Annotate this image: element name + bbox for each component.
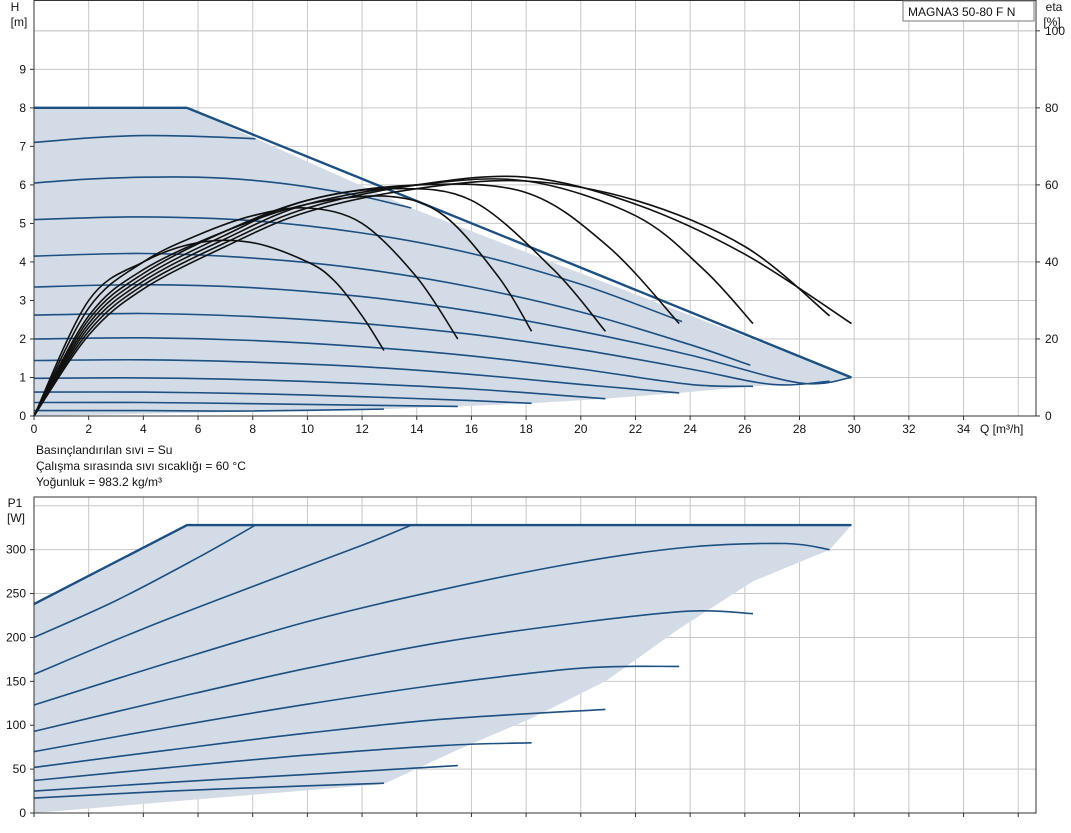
power-curve — [33, 665, 680, 753]
y-tick-label: 5 — [19, 216, 26, 230]
model-label-box — [902, 0, 1035, 22]
head-curve — [33, 391, 532, 405]
y-tick-label: 200 — [6, 630, 26, 644]
power-y-tick-labels: 0 50 100 150 200 250 300 — [6, 543, 1019, 820]
x-tick-label: 4 — [140, 422, 147, 436]
eta-y-tick-labels: 0 20 40 60 80 100 — [1036, 24, 1065, 423]
y2-tick-label: 20 — [1045, 332, 1059, 346]
head-chart-frame — [33, 0, 1037, 417]
head-curve — [33, 134, 256, 144]
power-curve — [33, 524, 412, 676]
x-tick-label: 30 — [848, 422, 862, 436]
head-curve — [33, 358, 680, 394]
y-tick-label: 2 — [19, 332, 26, 346]
y-tick-label: 300 — [6, 543, 26, 557]
head-operating-envelope — [34, 107, 852, 417]
x-tick-label: 0 — [31, 422, 38, 436]
note-fluid: Basınçlandırılan sıvı = Su — [36, 443, 173, 457]
efficiency-curve — [33, 175, 852, 417]
power-curve — [33, 523, 852, 606]
head-curve — [33, 401, 458, 408]
power-axis-label-1: P1 — [8, 496, 23, 510]
x-tick-label: 28 — [793, 422, 807, 436]
x-tick-label: 2 — [85, 422, 92, 436]
y-tick-label: 9 — [19, 62, 26, 76]
x-axis-label: Q [m³/h] — [980, 422, 1023, 436]
x-tick-label: 34 — [957, 422, 971, 436]
head-chart: 0 2 4 6 8 10 12 14 16 18 20 22 24 26 28 30 32 34 01234567… — [11, 0, 1065, 436]
y2-tick-label: 80 — [1045, 101, 1059, 115]
model-label: MAGNA3 50-80 F N — [908, 5, 1015, 19]
head-curve — [33, 283, 852, 385]
head-axis-label-1: H — [11, 0, 20, 14]
note-density: Yoğunluk = 983.2 kg/m³ — [36, 475, 162, 489]
power-curve — [33, 542, 830, 706]
power-operating-envelope — [34, 525, 852, 813]
x-tick-label: 14 — [410, 422, 424, 436]
x-tick-label: 10 — [301, 422, 315, 436]
efficiency-curve — [33, 183, 680, 417]
y-tick-label: 7 — [19, 139, 26, 153]
power-curve — [33, 524, 256, 639]
y-tick-label: 250 — [6, 587, 26, 601]
y2-tick-label: 100 — [1045, 24, 1065, 38]
head-chart-grid — [34, 0, 1036, 416]
efficiency-curves — [33, 175, 852, 417]
efficiency-curve — [33, 206, 459, 417]
power-axis-label-2: [W] — [7, 511, 25, 525]
x-tick-label: 18 — [519, 422, 533, 436]
power-curve — [33, 742, 532, 782]
y-tick-label: 50 — [13, 762, 27, 776]
power-curve — [33, 708, 606, 769]
x-tick-label: 8 — [249, 422, 256, 436]
y-tick-label: 100 — [6, 718, 26, 732]
x-tick-label: 16 — [465, 422, 479, 436]
efficiency-curve — [33, 178, 754, 417]
eta-axis-label-1: eta — [1046, 0, 1063, 14]
power-curves — [33, 523, 852, 799]
power-curve — [33, 782, 384, 799]
efficiency-curve — [33, 239, 385, 417]
head-curve — [33, 252, 751, 366]
y-tick-label: 8 — [19, 101, 26, 115]
y-tick-label: 4 — [19, 255, 26, 269]
y-tick-label: 0 — [19, 806, 26, 820]
y-tick-label: 1 — [19, 370, 26, 384]
head-axis-label-2: [m] — [11, 15, 28, 29]
x-tick-label: 6 — [195, 422, 202, 436]
efficiency-curve — [33, 179, 831, 417]
power-curve — [33, 764, 458, 792]
y2-tick-label: 0 — [1045, 409, 1052, 423]
head-curve — [33, 216, 683, 323]
head-curve — [33, 408, 384, 412]
note-temperature: Çalışma sırasında sıvı sıcaklığı = 60 °C — [36, 459, 246, 473]
y2-tick-label: 40 — [1045, 255, 1059, 269]
y2-tick-label: 60 — [1045, 178, 1059, 192]
x-tick-labels: 0 2 4 6 8 10 12 14 16 18 20 22 24 26 28 30 32 34 — [31, 416, 971, 436]
eta-axis-label-2: [%] — [1043, 15, 1060, 29]
y-tick-label: 3 — [19, 293, 26, 307]
head-curve — [33, 312, 830, 386]
head-curve — [33, 336, 754, 388]
power-chart: 0 50 100 150 200 250 300 P1 [W] — [6, 496, 1037, 820]
x-tick-label: 24 — [683, 422, 697, 436]
head-max-curve — [186, 106, 852, 379]
x-tick-label: 32 — [902, 422, 916, 436]
head-y-tick-labels: 0 1 2 3 4 5 6 7 8 9 — [19, 62, 34, 423]
head-curve — [33, 377, 606, 400]
y-tick-label: 0 — [19, 409, 26, 423]
x-tick-label: 12 — [355, 422, 369, 436]
x-tick-label: 26 — [738, 422, 752, 436]
power-chart-frame — [33, 496, 1037, 814]
x-tick-label: 20 — [574, 422, 588, 436]
y-tick-label: 150 — [6, 674, 26, 688]
y-tick-label: 6 — [19, 178, 26, 192]
power-curve — [33, 609, 754, 733]
head-curves — [33, 106, 852, 412]
x-tick-label: 22 — [629, 422, 643, 436]
fluid-notes: Basınçlandırılan sıvı = Su Çalışma sıras… — [36, 442, 246, 490]
